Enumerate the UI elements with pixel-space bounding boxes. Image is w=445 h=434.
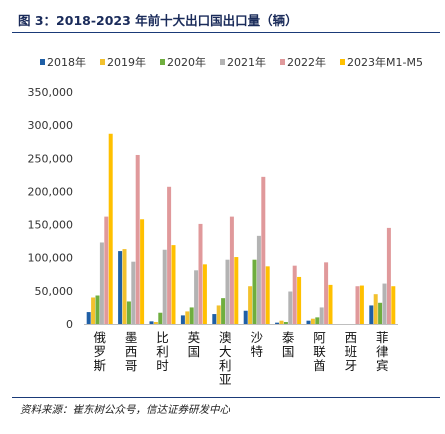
bar [185, 311, 190, 324]
bar [252, 259, 257, 324]
y-tick-label: 200,000 [28, 185, 74, 198]
legend-swatch [40, 59, 45, 65]
bar [288, 291, 293, 324]
bar [194, 270, 199, 324]
bar [328, 284, 333, 324]
bar [310, 318, 315, 324]
legend-swatch [220, 59, 225, 65]
bar [229, 216, 234, 324]
bar [378, 302, 383, 324]
x-category-label: 英国 [188, 330, 201, 359]
bar [162, 249, 167, 324]
bar [319, 307, 324, 324]
bar [189, 307, 194, 324]
x-category-label: 比利时 [156, 330, 169, 373]
bar [265, 266, 270, 324]
bar [202, 264, 207, 324]
bar [382, 283, 387, 324]
bar [158, 312, 163, 324]
x-category-label: 阿联酋 [313, 330, 326, 373]
bar [324, 262, 329, 324]
x-category-label: 沙特 [250, 330, 263, 359]
y-tick-label: 300,000 [28, 119, 74, 132]
source-note: 资料来源：崔东树公众号，信达证券研发中心 [20, 404, 230, 416]
source-rule [12, 397, 440, 398]
bar [95, 295, 100, 324]
legend-label: 2023年M1-M5 [347, 55, 423, 69]
bar [104, 216, 109, 324]
bar [391, 286, 396, 324]
title-rule [12, 32, 440, 33]
bar [153, 322, 158, 324]
legend-label: 2021年 [227, 55, 266, 69]
bar [122, 249, 127, 324]
bar [131, 261, 136, 324]
legend-label: 2019年 [107, 55, 146, 69]
bar-chart: 2018年 2019年 2020年 2021年 2022年 2023年M1-M5 0 50,… [28, 55, 423, 387]
legend-swatch [160, 59, 165, 65]
legend-label: 2022年 [287, 55, 326, 69]
bar [180, 315, 185, 324]
x-category-label: 俄罗斯 [93, 330, 106, 373]
x-category-label: 西班牙 [345, 330, 358, 373]
y-tick-label: 0 [66, 318, 73, 331]
bar [221, 298, 226, 324]
figure-title: 图 3：2018-2023 年前十大出口国出口量（辆） [18, 13, 298, 28]
title-bar: 图 3：2018-2023 年前十大出口国出口量（辆） [0, 0, 445, 34]
y-tick-label: 250,000 [28, 152, 74, 165]
bar [118, 251, 123, 324]
bar [359, 285, 364, 324]
legend-swatch [280, 59, 285, 65]
x-category-label: 泰国 [282, 330, 295, 359]
x-category-label: 澳大利亚 [219, 330, 232, 387]
bar [243, 310, 248, 324]
bar [283, 322, 288, 324]
x-category-label: 菲律宾 [376, 330, 389, 373]
bar [140, 219, 145, 324]
bar [126, 301, 131, 324]
bar [198, 223, 203, 324]
bar [355, 286, 360, 324]
bar [292, 265, 297, 324]
bar [315, 317, 320, 324]
bar [261, 176, 266, 324]
legend-label: 2018年 [47, 55, 86, 69]
y-axis: 0 50,000 100,000 150,000 200,000 250,000 300,0… [28, 86, 74, 331]
y-tick-label: 100,000 [28, 252, 74, 265]
y-tick-label: 350,000 [28, 86, 74, 99]
bar [171, 245, 176, 324]
bar [212, 314, 217, 324]
bar [306, 320, 311, 324]
bar [86, 312, 91, 324]
bar [275, 322, 280, 324]
bar [369, 305, 374, 324]
bar [108, 133, 113, 324]
bar [248, 286, 253, 324]
bar [256, 235, 261, 324]
bar [91, 297, 96, 324]
legend-swatch [340, 59, 345, 65]
bar [135, 154, 140, 324]
bar [279, 320, 284, 324]
bar [149, 321, 154, 324]
y-tick-label: 50,000 [35, 285, 74, 298]
bar [234, 257, 239, 324]
legend-label: 2020年 [167, 55, 206, 69]
bar [99, 242, 104, 324]
bar-series-group [86, 133, 396, 324]
bar [297, 276, 302, 324]
chart-legend: 2018年 2019年 2020年 2021年 2022年 2023年M1-M5 [40, 55, 423, 69]
x-category-label: 墨西哥 [125, 330, 138, 373]
bar [225, 259, 230, 324]
bar [216, 305, 221, 324]
y-tick-label: 150,000 [28, 219, 74, 232]
bar [167, 186, 172, 324]
legend-swatch [100, 59, 105, 65]
bar [386, 227, 391, 324]
bar [373, 294, 378, 324]
